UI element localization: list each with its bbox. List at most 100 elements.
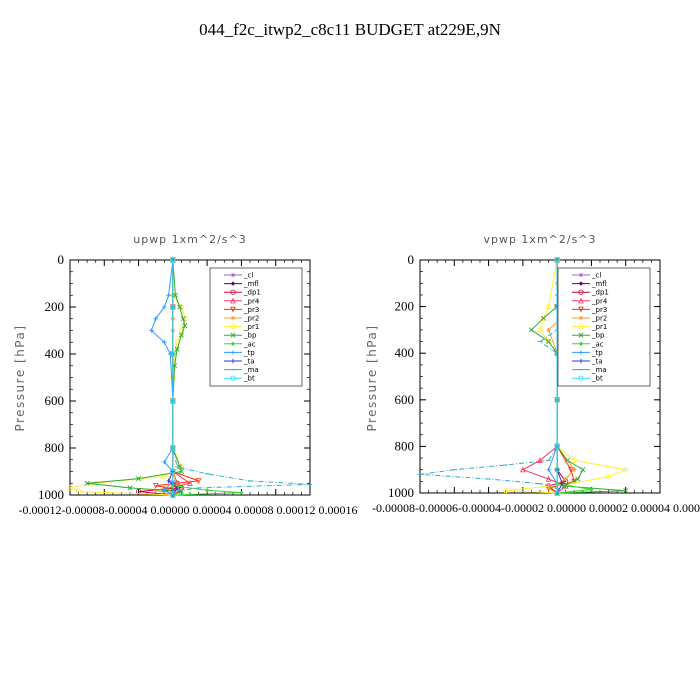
y-tick-label: 0 <box>58 252 65 267</box>
legend-entry: _pr3 <box>591 306 607 314</box>
series-point-tp <box>166 293 171 298</box>
series-point-bt <box>170 304 176 310</box>
series-point-pr1 <box>623 467 629 473</box>
legend-entry: _bp <box>243 332 257 340</box>
legend-entry: _pr4 <box>243 297 260 305</box>
series-point-pr2 <box>572 467 577 472</box>
series-point-pr2 <box>174 483 180 488</box>
series-point-bt <box>554 397 560 403</box>
series-point-bp <box>178 468 184 475</box>
series-point-pr1 <box>540 315 547 321</box>
series-point-pr4 <box>520 466 526 473</box>
series-point-tp <box>162 488 167 493</box>
panel-title-vpwp: vpwp 1xm^2/s^3 <box>483 233 596 246</box>
y-tick-label: 800 <box>45 440 65 455</box>
series-point-bt <box>170 468 176 475</box>
legend-entry: _ta <box>243 358 255 366</box>
legend-marker <box>578 297 584 304</box>
series-point-pr1 <box>571 457 577 463</box>
legend-marker <box>230 281 236 286</box>
y-tick-label: 0 <box>408 252 415 267</box>
series-point-bp <box>528 327 534 333</box>
series-point-ta <box>166 478 171 484</box>
legend-marker <box>230 323 236 330</box>
series-point-pr3 <box>152 482 159 489</box>
y-tick-label: 600 <box>45 393 65 408</box>
legend-marker <box>230 350 236 355</box>
legend-entry: _dp1 <box>591 289 609 297</box>
series-point-bt <box>554 443 560 449</box>
series-point-pr1 <box>503 488 509 494</box>
legend-marker <box>578 341 584 346</box>
series-point-bt <box>554 467 560 473</box>
legend-marker <box>578 375 584 381</box>
series-point-bp <box>546 339 552 345</box>
legend-marker <box>230 306 236 313</box>
series-point-pr3 <box>568 467 574 473</box>
legend-entry: _dp1 <box>243 289 261 297</box>
series-point-pr2 <box>546 327 551 333</box>
legend-marker <box>578 358 584 364</box>
series-point-pr2 <box>563 476 568 482</box>
legend-marker <box>230 297 236 304</box>
legend-marker <box>230 272 236 278</box>
series-point-ac <box>589 487 594 492</box>
y-tick-label: 200 <box>45 299 65 314</box>
legend-entry: _mfl <box>243 280 259 288</box>
legend-upwp: _cl_mfl_dp1_pr4_pr3_pr2_pr1_bp_ac_tp_ta_… <box>224 272 261 383</box>
legend-entry: _tp <box>591 349 603 357</box>
legend-marker <box>230 289 236 295</box>
series-point-bt <box>170 492 176 498</box>
series-point-bt <box>554 257 560 263</box>
legend-entry: _ac <box>591 340 604 348</box>
series-point-bp <box>623 488 629 494</box>
ticks-vpwp: 0 200 400 600 800 1000 <box>388 252 661 500</box>
series-point-pr4 <box>545 475 552 482</box>
legend-marker <box>578 306 584 313</box>
legend-entry: _mfl <box>591 280 607 288</box>
legend-entry: _ac <box>243 340 256 348</box>
legend-marker <box>230 375 236 381</box>
legend-entry: _ma <box>591 366 607 374</box>
series-point-pr1 <box>93 480 99 486</box>
figure-title: 044_f2c_itwp2_c8c11 BUDGET at229E,9N <box>199 20 501 39</box>
series-point-pr1 <box>75 488 82 495</box>
series-point-bp <box>580 467 586 473</box>
series-point-pr4 <box>537 457 543 463</box>
series-point-bt <box>554 490 560 496</box>
panel-title-upwp: upwp 1xm^2/s^3 <box>133 233 247 246</box>
legend-entry: _bp <box>591 332 605 340</box>
legend-entry: _bt <box>591 375 603 383</box>
legend-marker <box>578 281 584 286</box>
legend-entry: _bt <box>243 375 255 383</box>
legend-marker <box>230 315 236 321</box>
legend-marker <box>578 272 584 278</box>
series-point-bp <box>178 332 184 338</box>
legend-entry: _pr3 <box>243 306 259 314</box>
legend-marker <box>230 332 236 338</box>
legend-entry: _cl <box>591 272 601 280</box>
series-point-tp <box>149 328 154 333</box>
legend-vpwp: _cl_mfl_dp1_pr4_pr3_pr2_pr1_bp_ac_tp_ta_… <box>572 272 609 383</box>
series-point-bp <box>540 315 546 321</box>
series-point-bt <box>170 257 176 263</box>
x-tick-labels-vpwp: -0.00008-0.00006-0.00004-0.00002 0.00000… <box>372 501 700 515</box>
series-point-bp <box>180 316 186 322</box>
legend-entry: _pr2 <box>243 315 259 323</box>
legend-entry: _pr1 <box>243 323 259 331</box>
legend-marker <box>578 289 584 295</box>
series-point-tp <box>153 316 158 321</box>
series-point-tp <box>162 304 167 310</box>
series-point-pr2 <box>153 488 158 493</box>
legend-entry: _ta <box>591 358 603 366</box>
series-point-tp <box>546 467 551 472</box>
series-point-bp <box>84 480 90 486</box>
y-tick-label: 400 <box>395 345 415 360</box>
series-point-bt <box>170 398 176 404</box>
series-point-pr1 <box>537 327 543 333</box>
y-tick-label: 600 <box>395 392 415 407</box>
x-tick-labels-upwp: -0.00012-0.00008-0.00004 0.00000 0.00004… <box>19 503 358 517</box>
series-line-ma <box>172 260 311 495</box>
legend-marker <box>578 315 584 321</box>
